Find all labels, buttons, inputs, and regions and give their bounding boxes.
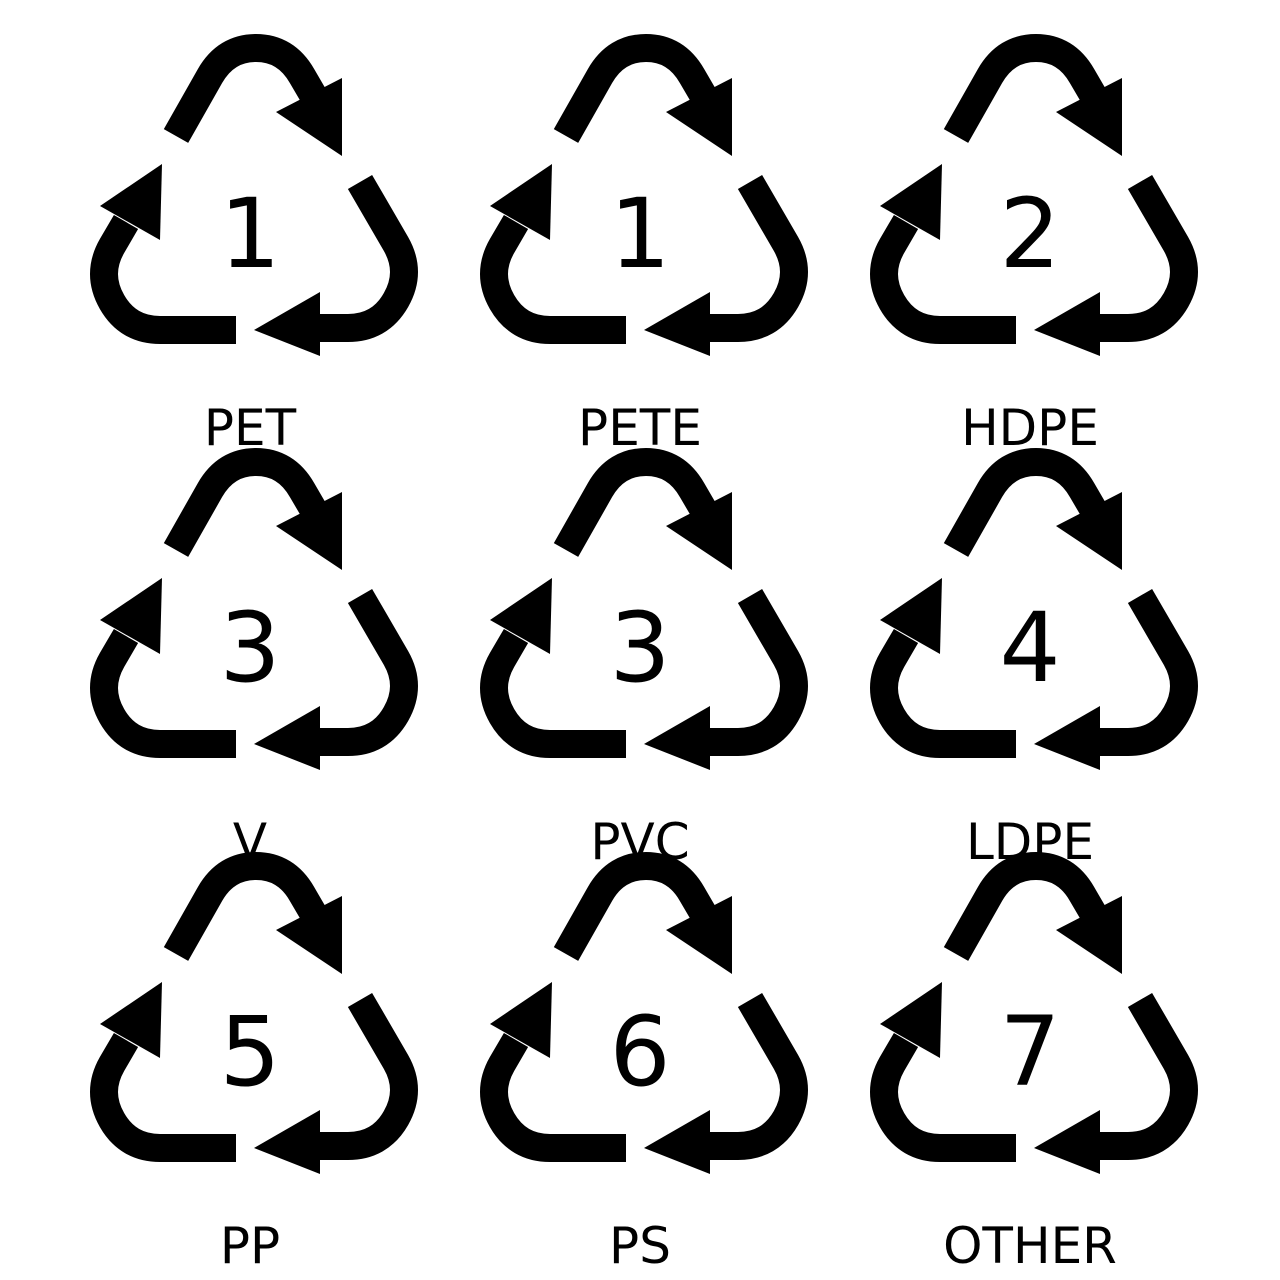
recycling-symbol: 2 HDPE: [860, 48, 1200, 456]
resin-code-label: PETE: [578, 399, 702, 457]
resin-code-number: 4: [999, 592, 1061, 704]
resin-code-number: 3: [219, 592, 281, 704]
recycling-symbol: 1 PET: [80, 48, 420, 456]
resin-code-number: 1: [219, 178, 281, 290]
recycling-symbol: 5 PP: [80, 866, 420, 1274]
recycling-symbol: 3 V: [80, 462, 420, 870]
resin-code-label: PP: [219, 1217, 281, 1275]
resin-code-label: OTHER: [943, 1217, 1117, 1275]
recycling-symbol: 4 LDPE: [860, 462, 1200, 870]
resin-code-number: 2: [999, 178, 1061, 290]
recycling-symbol: 3 PVC: [470, 462, 810, 870]
resin-code-number: 6: [609, 996, 671, 1108]
recycling-symbol: 7 OTHER: [860, 866, 1200, 1274]
recycling-symbol: 1 PETE: [470, 48, 810, 456]
resin-code-number: 1: [609, 178, 671, 290]
resin-code-label: PS: [609, 1217, 671, 1275]
recycling-symbol: 6 PS: [470, 866, 810, 1274]
resin-code-number: 5: [219, 996, 281, 1108]
resin-code-number: 7: [999, 996, 1061, 1108]
resin-code-label: PET: [203, 399, 297, 457]
resin-code-number: 3: [609, 592, 671, 704]
resin-code-label: HDPE: [961, 399, 1099, 457]
